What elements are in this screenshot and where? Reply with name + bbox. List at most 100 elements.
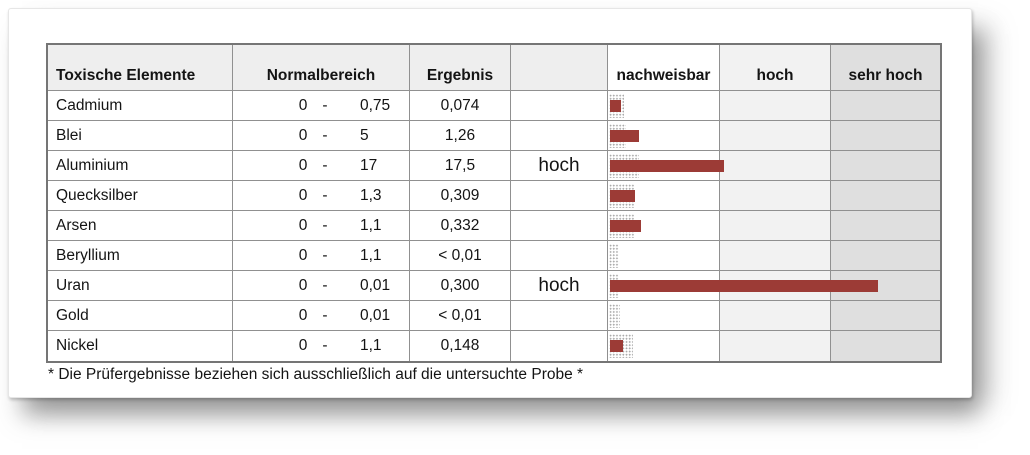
result-bar xyxy=(610,220,641,232)
range-range_sep: - xyxy=(322,96,328,114)
range-range_to: 17 xyxy=(360,156,378,174)
range-range_to: 0,01 xyxy=(360,306,391,324)
cell-hoch xyxy=(720,91,831,121)
cell-bar-nachweisbar xyxy=(608,241,720,271)
range-range_sep: - xyxy=(322,276,328,294)
result-bar xyxy=(610,130,639,142)
cell-element: Aluminium xyxy=(48,151,233,181)
cell-result: < 0,01 xyxy=(410,241,511,271)
results-table: Toxische Elemente Normalbereich Ergebnis na… xyxy=(46,43,942,363)
cell-hoch xyxy=(720,211,831,241)
cell-level-flag xyxy=(511,301,608,331)
cell-level-flag: hoch xyxy=(511,271,608,301)
range-range_to: 5 xyxy=(360,126,369,144)
range-range_to: 1,1 xyxy=(360,216,382,234)
cell-sehr-hoch xyxy=(831,181,940,211)
cell-normal-range: 0- 5 xyxy=(233,121,410,151)
cell-element: Gold xyxy=(48,301,233,331)
range-range_sep: - xyxy=(322,246,328,264)
cell-result: 1,26 xyxy=(410,121,511,151)
range-range_from: 0 xyxy=(298,96,308,114)
range-range_to: 1,3 xyxy=(360,186,382,204)
cell-result: < 0,01 xyxy=(410,301,511,331)
cell-level-flag xyxy=(511,181,608,211)
cell-level-flag xyxy=(511,211,608,241)
cell-normal-range: 0- 1,1 xyxy=(233,331,410,361)
cell-bar-nachweisbar xyxy=(608,271,878,301)
range-range_from: 0 xyxy=(298,126,308,144)
cell-normal-range: 0- 0,01 xyxy=(233,301,410,331)
cell-sehr-hoch xyxy=(831,211,940,241)
header-hoch: hoch xyxy=(720,45,831,91)
speckle-pattern xyxy=(609,244,619,268)
cell-result: 17,5 xyxy=(410,151,511,181)
cell-normal-range: 0- 17 xyxy=(233,151,410,181)
cell-element: Beryllium xyxy=(48,241,233,271)
cell-result: 0,309 xyxy=(410,181,511,211)
cell-level-flag: hoch xyxy=(511,151,608,181)
range-range_to: 1,1 xyxy=(360,337,382,354)
range-range_from: 0 xyxy=(298,216,308,234)
cell-element: Arsen xyxy=(48,211,233,241)
range-range_to: 0,75 xyxy=(360,96,391,114)
cell-bar-nachweisbar xyxy=(608,121,720,151)
result-bar xyxy=(610,340,623,352)
cell-element: Uran xyxy=(48,271,233,301)
range-range_from: 0 xyxy=(298,276,308,294)
cell-sehr-hoch xyxy=(831,151,940,181)
report-page: Toxische Elemente Normalbereich Ergebnis na… xyxy=(8,8,972,398)
cell-hoch xyxy=(720,181,831,211)
cell-normal-range: 0- 0,01 xyxy=(233,271,410,301)
cell-level-flag xyxy=(511,331,608,361)
range-range_sep: - xyxy=(322,156,328,174)
cell-normal-range: 0- 1,1 xyxy=(233,211,410,241)
cell-bar-nachweisbar xyxy=(608,91,720,121)
result-bar xyxy=(610,160,724,172)
cell-bar-nachweisbar xyxy=(608,331,720,361)
range-range_sep: - xyxy=(322,306,328,324)
result-bar xyxy=(610,100,621,112)
cell-result: 0,332 xyxy=(410,211,511,241)
header-empty xyxy=(511,45,608,91)
range-range_sep: - xyxy=(322,186,328,204)
range-range_to: 0,01 xyxy=(360,276,391,294)
cell-hoch xyxy=(720,121,831,151)
cell-element: Cadmium xyxy=(48,91,233,121)
cell-bar-nachweisbar xyxy=(608,181,720,211)
range-range_from: 0 xyxy=(298,186,308,204)
cell-hoch xyxy=(720,241,831,271)
range-range_sep: - xyxy=(322,216,328,234)
cell-level-flag xyxy=(511,241,608,271)
result-bar xyxy=(610,280,878,292)
cell-normal-range: 0- 1,3 xyxy=(233,181,410,211)
header-ergebnis: Ergebnis xyxy=(410,45,511,91)
cell-hoch xyxy=(720,301,831,331)
result-bar xyxy=(610,190,635,202)
cell-element: Nickel xyxy=(48,331,233,361)
cell-normal-range: 0- 1,1 xyxy=(233,241,410,271)
cell-level-flag xyxy=(511,121,608,151)
cell-result: 0,074 xyxy=(410,91,511,121)
speckle-pattern xyxy=(609,304,620,328)
range-range_sep: - xyxy=(322,126,328,144)
cell-sehr-hoch xyxy=(831,331,940,361)
header-sehr-hoch: sehr hoch xyxy=(831,45,940,91)
cell-sehr-hoch xyxy=(831,301,940,331)
range-range_from: 0 xyxy=(298,337,308,354)
cell-hoch xyxy=(720,331,831,361)
range-range_from: 0 xyxy=(298,306,308,324)
range-range_sep: - xyxy=(322,337,328,354)
cell-level-flag xyxy=(511,91,608,121)
header-normalbereich: Normalbereich xyxy=(233,45,410,91)
header-nachweisbar: nachweisbar xyxy=(608,45,720,91)
cell-sehr-hoch xyxy=(831,241,940,271)
cell-result: 0,148 xyxy=(410,331,511,361)
cell-element: Blei xyxy=(48,121,233,151)
cell-hoch xyxy=(720,151,831,181)
range-range_to: 1,1 xyxy=(360,246,382,264)
footnote: * Die Prüfergebnisse beziehen sich aussc… xyxy=(48,366,584,383)
range-range_from: 0 xyxy=(298,246,308,264)
cell-element: Quecksilber xyxy=(48,181,233,211)
cell-bar-nachweisbar xyxy=(608,301,720,331)
